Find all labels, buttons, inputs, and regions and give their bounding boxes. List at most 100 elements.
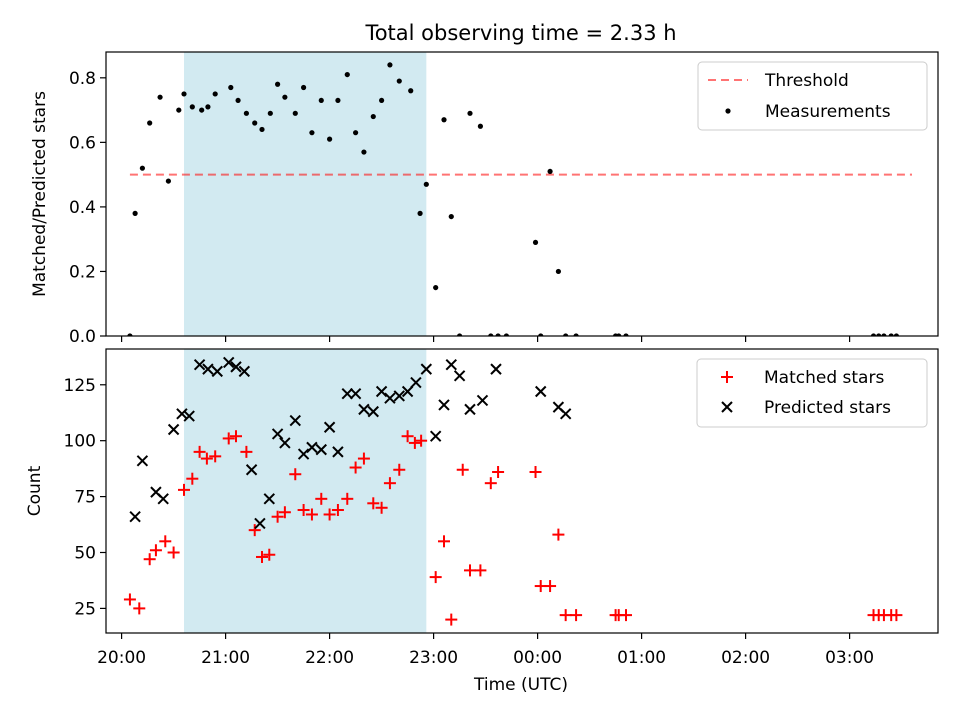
matched-star-point bbox=[456, 463, 469, 476]
measurement-point bbox=[335, 97, 341, 104]
measurement-point bbox=[127, 333, 133, 336]
measurement-point bbox=[212, 91, 218, 97]
predicted-star-point bbox=[289, 414, 301, 427]
legend-predicted-swatch bbox=[721, 401, 733, 413]
x-tick-label: 03:00 bbox=[825, 648, 874, 668]
predicted-star-point bbox=[238, 365, 251, 378]
measurement-point bbox=[623, 333, 629, 336]
matched-star-point bbox=[315, 492, 328, 505]
matched-star-point bbox=[529, 465, 542, 478]
matched-star-point bbox=[256, 550, 268, 563]
predicted-star-point bbox=[157, 493, 169, 505]
measurement-point bbox=[547, 168, 553, 175]
y-tick-label: 0.2 bbox=[69, 262, 96, 282]
measurement-point bbox=[176, 107, 182, 113]
matched-star-point bbox=[438, 535, 450, 548]
x-tick-label: 00:00 bbox=[513, 648, 562, 668]
y-tick-label: 100 bbox=[64, 432, 96, 452]
y-tick-label: 0.4 bbox=[69, 198, 96, 218]
predicted-star-point bbox=[341, 388, 353, 400]
measurement-point bbox=[488, 333, 494, 336]
matched-star-point bbox=[289, 468, 302, 481]
predicted-star-point bbox=[323, 421, 336, 433]
predicted-star-point bbox=[176, 408, 188, 420]
legend-matched-swatch bbox=[721, 371, 733, 383]
measurement-point bbox=[327, 136, 333, 142]
measurement-point bbox=[888, 333, 894, 336]
measurement-point bbox=[881, 333, 887, 336]
predicted-star-point bbox=[476, 394, 489, 407]
matched-star-point bbox=[263, 548, 276, 561]
predicted-star-point bbox=[384, 392, 396, 404]
measurement-point bbox=[243, 110, 249, 116]
matched-star-point bbox=[133, 602, 146, 615]
matched-star-point bbox=[186, 472, 199, 485]
measurement-point bbox=[379, 97, 385, 104]
predicted-star-point bbox=[202, 363, 214, 375]
predicted-star-point bbox=[297, 448, 310, 460]
measurement-point bbox=[318, 97, 324, 104]
panel-ratio-shaded-interval bbox=[184, 52, 427, 336]
y-tick-label: 125 bbox=[64, 376, 96, 396]
matched-star-point bbox=[248, 524, 261, 537]
measurement-point bbox=[423, 181, 429, 187]
predicted-star-point bbox=[263, 493, 275, 505]
measurement-point bbox=[292, 110, 298, 116]
predicted-star-point bbox=[410, 376, 422, 389]
matched-star-point bbox=[331, 504, 344, 517]
matched-star-point bbox=[240, 445, 253, 458]
predicted-star-point bbox=[129, 511, 141, 523]
matched-star-point bbox=[357, 452, 370, 465]
x-axis-title: Time (UTC) bbox=[473, 675, 568, 695]
x-tick-label: 01:00 bbox=[617, 648, 666, 668]
measurement-point bbox=[181, 91, 187, 97]
measurement-point bbox=[139, 165, 145, 171]
measurement-point bbox=[457, 333, 463, 336]
predicted-star-point bbox=[349, 388, 362, 400]
matched-star-point bbox=[559, 609, 572, 622]
matched-star-point bbox=[349, 461, 362, 474]
measurement-point bbox=[538, 333, 544, 336]
matched-star-point bbox=[341, 492, 354, 505]
predicted-star-point bbox=[420, 363, 433, 375]
measurement-point bbox=[282, 94, 288, 100]
measurement-point bbox=[259, 126, 265, 133]
measurement-point bbox=[165, 178, 171, 184]
matched-star-point bbox=[620, 609, 632, 622]
legend-measurements-label: Measurements bbox=[765, 102, 891, 122]
matched-star-point bbox=[297, 504, 310, 517]
y-tick-label: 0.6 bbox=[69, 133, 96, 153]
predicted-star-point bbox=[535, 385, 547, 398]
matched-star-point bbox=[375, 501, 388, 514]
predicted-star-point bbox=[306, 441, 318, 454]
matched-star-point bbox=[222, 432, 235, 445]
panel-count-ylabel: Count bbox=[25, 465, 45, 516]
measurement-point bbox=[532, 239, 539, 246]
predicted-star-point bbox=[315, 443, 327, 456]
matched-star-point bbox=[383, 477, 396, 490]
measurement-point bbox=[132, 210, 138, 216]
x-tick-label: 20:00 bbox=[97, 648, 146, 668]
chart-title: Total observing time = 2.33 h bbox=[364, 21, 676, 45]
matched-star-point bbox=[323, 508, 336, 521]
matched-star-point bbox=[393, 463, 406, 476]
measurement-point bbox=[387, 62, 393, 68]
measurement-point bbox=[441, 117, 447, 123]
predicted-star-point bbox=[438, 399, 450, 411]
matched-star-point bbox=[484, 477, 497, 490]
matched-star-point bbox=[492, 465, 505, 478]
predicted-star-point bbox=[464, 403, 476, 416]
y-tick-label: 0.0 bbox=[69, 327, 96, 347]
measurement-point bbox=[503, 333, 509, 336]
predicted-star-point bbox=[223, 356, 235, 369]
measurement-point bbox=[555, 268, 562, 275]
predicted-star-point bbox=[245, 464, 258, 476]
measurement-point bbox=[370, 113, 376, 120]
predicted-star-point bbox=[271, 428, 284, 440]
panel-count: 25 50 75 100 125 20:00 21:00 22:00 23:00 00:00 01… bbox=[25, 348, 939, 695]
predicted-star-point bbox=[136, 455, 149, 467]
matched-star-point bbox=[415, 434, 428, 447]
measurement-point bbox=[344, 71, 350, 78]
x-tick-label: 02:00 bbox=[721, 648, 770, 668]
